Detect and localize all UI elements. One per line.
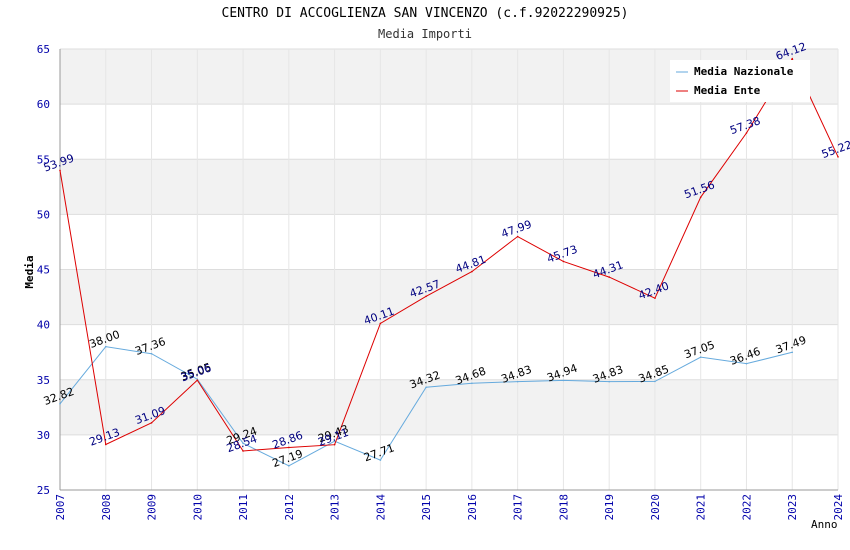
x-tick-label: 2009 — [146, 494, 159, 521]
data-point-media-nazionale — [745, 362, 748, 365]
y-tick-label: 65 — [37, 43, 50, 56]
data-point-media-ente — [837, 156, 839, 158]
data-point-media-nazionale — [654, 380, 656, 383]
chart-title: CENTRO DI ACCOGLIENZA SAN VINCENZO (c.f.… — [221, 6, 629, 21]
x-tick-label: 2023 — [786, 494, 799, 521]
x-tick-label: 2016 — [466, 494, 479, 521]
plot-background-bands — [60, 49, 838, 490]
x-tick-label: 2020 — [649, 494, 662, 521]
x-tick-label: 2019 — [603, 494, 616, 521]
data-point-media-ente — [333, 443, 336, 446]
legend-label-media-ente: Media Ente — [694, 84, 761, 97]
series-lines — [59, 57, 839, 467]
data-point-media-nazionale — [425, 386, 427, 389]
y-tick-label: 60 — [37, 98, 50, 111]
x-axis-title: Anno — [811, 518, 838, 531]
plot-band — [60, 214, 838, 270]
data-point-media-nazionale — [333, 440, 336, 442]
data-point-media-ente — [196, 379, 199, 381]
x-tick-label: 2014 — [374, 494, 387, 521]
data-point-media-nazionale — [379, 459, 382, 461]
axes — [59, 49, 838, 491]
y-tick-label: 55 — [37, 153, 50, 166]
legend-box — [670, 60, 810, 102]
data-point-media-nazionale — [562, 379, 565, 382]
y-tick-label: 40 — [37, 319, 50, 332]
data-point-media-nazionale — [699, 356, 702, 358]
data-point-media-nazionale — [59, 402, 61, 405]
x-tick-label: 2010 — [191, 494, 204, 521]
plot-band — [60, 104, 838, 160]
data-point-media-ente — [425, 295, 427, 298]
y-tick-label: 30 — [37, 429, 50, 442]
plot-band — [60, 269, 838, 325]
x-tick-label: 2017 — [512, 494, 525, 521]
data-point-media-ente — [745, 132, 748, 134]
data-point-media-ente — [59, 169, 61, 172]
data-point-media-nazionale — [242, 442, 244, 445]
y-tick-label: 50 — [37, 208, 50, 221]
gridlines — [59, 48, 839, 491]
x-tick-label: 2013 — [329, 494, 342, 521]
data-point-media-nazionale — [471, 382, 473, 385]
data-point-media-ente — [791, 57, 794, 60]
y-tick-labels: 25 30 35 40 45 50 55 60 65 — [37, 43, 50, 497]
data-point-media-nazionale — [288, 465, 290, 467]
legend-label-media-nazionale: Media Nazionale — [694, 65, 794, 78]
x-tick-label: 2022 — [740, 494, 753, 521]
data-point-media-ente — [471, 270, 473, 273]
x-tick-labels: 2007 2008 2009 2010 2011 2012 2013 2014 2015 2016… — [54, 494, 845, 521]
data-point-media-ente — [562, 260, 565, 263]
data-point-media-ente — [242, 450, 244, 452]
x-tick-label: 2008 — [100, 494, 113, 521]
data-point-media-nazionale — [104, 345, 107, 348]
data-point-media-ente — [654, 297, 656, 299]
data-point-media-ente — [104, 443, 107, 446]
data-point-media-ente — [288, 446, 290, 449]
data-point-media-ente — [150, 422, 153, 424]
y-tick-label: 35 — [37, 374, 50, 387]
plot-band — [60, 434, 838, 490]
series-line-media-ente — [59, 57, 839, 452]
data-point-media-ente — [699, 196, 702, 198]
legend: Media Nazionale Media Ente — [670, 60, 810, 102]
plot-band — [60, 324, 838, 380]
chart-subtitle: Media Importi — [378, 27, 472, 41]
data-point-media-nazionale — [608, 380, 610, 383]
x-tick-label: 2012 — [283, 494, 296, 521]
data-point-media-nazionale — [150, 352, 153, 355]
x-tick-label: 2015 — [420, 494, 433, 521]
y-tick-label: 45 — [37, 264, 50, 277]
x-tick-label: 2018 — [557, 494, 570, 521]
data-point-media-ente — [608, 276, 610, 278]
x-tick-label: 2007 — [54, 494, 67, 521]
plot-band — [60, 379, 838, 435]
y-axis-title: Media — [23, 255, 36, 288]
data-point-media-ente — [516, 235, 519, 238]
data-point-media-nazionale — [516, 380, 519, 383]
x-tick-label: 2021 — [695, 494, 708, 521]
data-point-media-nazionale — [791, 351, 794, 354]
y-tick-label: 25 — [37, 484, 50, 497]
x-tick-label: 2011 — [237, 494, 250, 521]
x-tick-label: 2024 — [832, 494, 845, 521]
data-point-media-ente — [379, 322, 382, 325]
